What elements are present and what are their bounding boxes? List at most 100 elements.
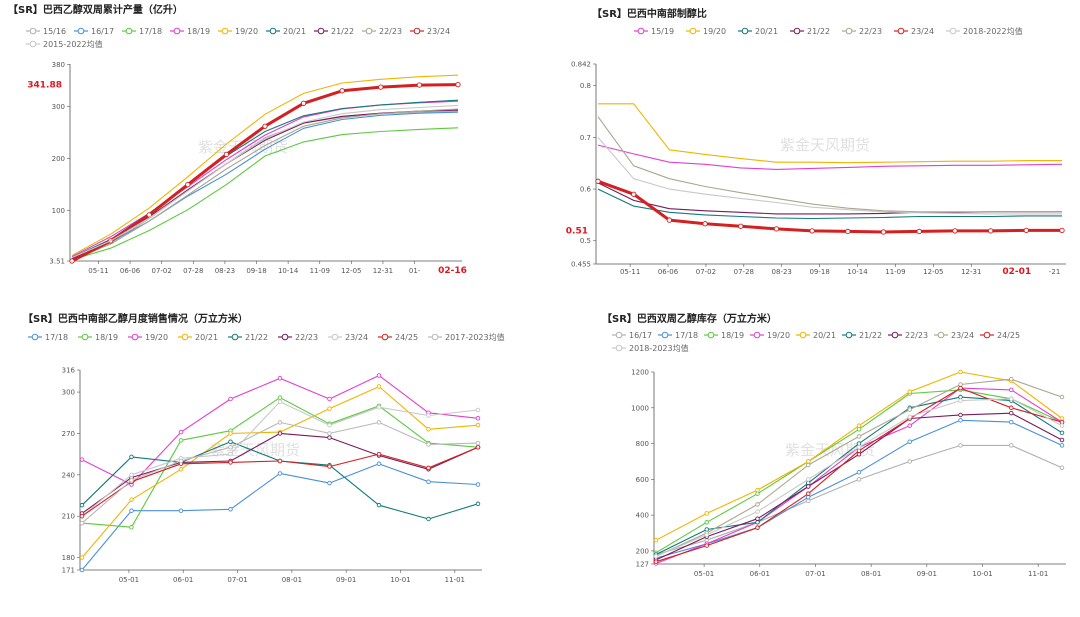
legend-item[interactable]: 20/21 xyxy=(796,331,836,340)
y-tick-label: 380 xyxy=(52,61,65,69)
legend-label: 15/19 xyxy=(651,27,674,36)
legend: 15/19 19/20 20/21 21/22 22/23 23/24 2018-2022均… xyxy=(634,26,1023,36)
legend-item[interactable]: 17/18 xyxy=(658,331,698,340)
legend-item[interactable]: 18/19 xyxy=(704,331,744,340)
legend-item[interactable]: 21/22 xyxy=(228,333,268,342)
data-point xyxy=(146,212,152,218)
legend-item[interactable]: 2017-2023均值 xyxy=(428,332,505,342)
data-point xyxy=(653,554,659,559)
y-tick-label: 127 xyxy=(636,561,649,569)
data-point xyxy=(129,454,134,460)
data-point xyxy=(327,464,332,469)
series-19/20 xyxy=(79,373,481,487)
legend-item[interactable]: 19/20 xyxy=(750,331,790,340)
legend-item[interactable]: 23/24 xyxy=(894,27,934,36)
legend-item[interactable]: 24/25 xyxy=(378,333,418,342)
x-tick-label: 07-01 xyxy=(805,570,825,578)
current-value-annotation: 0.51 xyxy=(566,226,588,236)
legend-item[interactable]: 20/21 xyxy=(178,333,218,342)
legend-item[interactable]: 19/20 xyxy=(686,27,726,36)
series-22/23 xyxy=(597,116,1062,213)
legend-item[interactable]: 16/17 xyxy=(612,331,652,340)
data-point xyxy=(277,376,283,381)
y-tick-label: 400 xyxy=(636,512,649,520)
data-point xyxy=(376,461,382,467)
legend-item[interactable]: 22/23 xyxy=(362,27,402,36)
data-point xyxy=(907,407,913,412)
data-point xyxy=(653,559,659,564)
data-point xyxy=(702,221,708,227)
legend-item[interactable]: 20/21 xyxy=(738,27,778,36)
data-point xyxy=(300,100,307,106)
legend-item[interactable]: 18/19 xyxy=(78,333,118,342)
legend-item[interactable]: 18/19 xyxy=(170,27,210,36)
x-tick-label: 08-23 xyxy=(772,268,792,276)
data-point xyxy=(178,429,184,435)
data-point xyxy=(228,444,233,450)
x-tick-label: 10-14 xyxy=(278,267,299,275)
legend-label: 19/20 xyxy=(703,27,726,36)
series-23/24 xyxy=(69,81,461,264)
legend-item[interactable]: 22/23 xyxy=(842,27,882,36)
y-tick-label: 100 xyxy=(52,207,65,215)
series-line xyxy=(655,387,1063,563)
legend-item[interactable]: 2015-2022均值 xyxy=(26,39,103,49)
legend-item[interactable]: 21/22 xyxy=(842,331,882,340)
legend-item[interactable]: 23/24 xyxy=(328,333,368,342)
series-24/25 xyxy=(653,385,1065,564)
series-line xyxy=(71,108,459,261)
data-point xyxy=(916,228,922,235)
watermark: 紫金天风期货 xyxy=(198,138,288,156)
series-17/18 xyxy=(79,461,481,573)
legend-item[interactable]: 15/19 xyxy=(634,27,674,36)
data-point xyxy=(327,396,332,402)
legend-item[interactable]: 15/16 xyxy=(26,27,66,36)
legend-label: 16/17 xyxy=(91,27,114,36)
data-point xyxy=(327,480,332,486)
y-tick-label: 300 xyxy=(62,389,75,397)
data-point xyxy=(455,81,461,88)
series-line xyxy=(597,182,1062,215)
data-point xyxy=(704,543,709,548)
data-point xyxy=(1059,423,1065,428)
x-tick-label: 07-02 xyxy=(152,267,172,275)
legend-item[interactable]: 2018-2023均值 xyxy=(612,343,689,353)
legend-item[interactable]: 20/21 xyxy=(266,27,306,36)
data-point xyxy=(277,431,283,436)
legend-item[interactable]: 19/20 xyxy=(128,333,168,342)
series-20/21 xyxy=(653,369,1065,543)
data-point xyxy=(755,502,760,507)
legend-item[interactable]: 23/24 xyxy=(934,331,974,340)
legend-marker xyxy=(845,331,853,339)
series-2017-2023均值 xyxy=(79,420,481,526)
x-tick-label: 05-01 xyxy=(694,570,714,578)
legend-item[interactable]: 22/23 xyxy=(888,331,928,340)
data-point xyxy=(475,482,481,487)
data-point xyxy=(129,478,134,483)
legend-label: 20/21 xyxy=(813,331,836,340)
legend-item[interactable]: 21/22 xyxy=(790,27,830,36)
data-point xyxy=(376,502,382,508)
y-tick-label: 200 xyxy=(52,155,65,163)
legend-item[interactable]: 17/18 xyxy=(122,27,162,36)
legend-item[interactable]: 22/23 xyxy=(278,333,318,342)
legend-item[interactable]: 21/22 xyxy=(314,27,354,36)
series-21/22 xyxy=(597,182,1062,215)
legend-item[interactable]: 16/17 xyxy=(74,27,114,36)
x-tick-label: 09-01 xyxy=(336,576,356,584)
data-point xyxy=(704,532,709,538)
legend-item[interactable]: 23/24 xyxy=(410,27,450,36)
series-17/18 xyxy=(653,418,1065,561)
legend-item[interactable]: 17/18 xyxy=(28,333,68,342)
legend-marker xyxy=(125,27,133,35)
data-point xyxy=(178,467,184,472)
legend-item[interactable]: 24/25 xyxy=(980,331,1020,340)
series-15/16 xyxy=(71,110,459,261)
legend-label: 21/22 xyxy=(807,27,830,36)
legend-item[interactable]: 2018-2022均值 xyxy=(946,26,1023,36)
legend-label: 23/24 xyxy=(911,27,934,36)
data-point xyxy=(856,477,862,482)
series-line xyxy=(71,74,459,256)
legend-item[interactable]: 19/20 xyxy=(218,27,258,36)
legend-marker xyxy=(231,333,239,341)
